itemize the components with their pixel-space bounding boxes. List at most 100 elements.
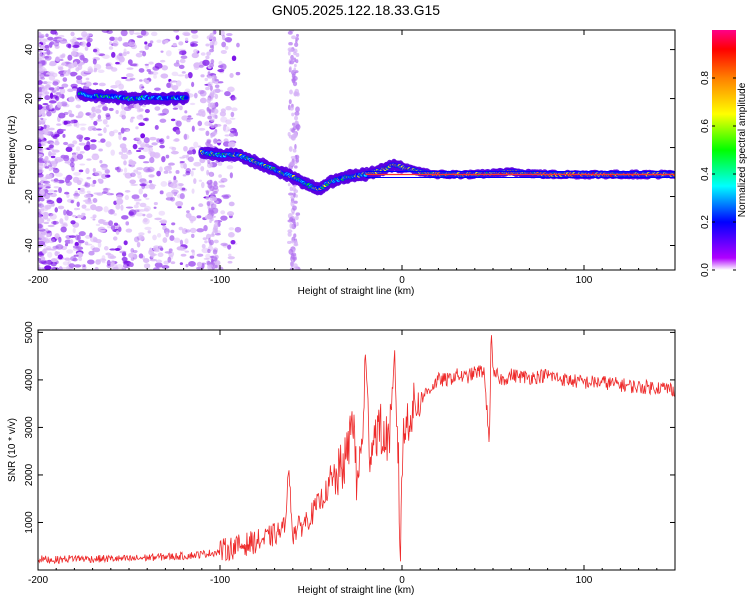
- noise-speck: [208, 237, 211, 244]
- noise-speck: [68, 113, 75, 118]
- noise-speck: [161, 65, 169, 71]
- noise-speck: [133, 103, 142, 109]
- x-tick-label: 0: [399, 575, 405, 586]
- noise-speck: [295, 39, 298, 44]
- spectrogram-panel: -200 -100 0 100 40 20 0 -20 -40 Height of straig…: [7, 29, 676, 297]
- noise-speck: [109, 248, 117, 251]
- noise-speck: [38, 86, 42, 93]
- noise-speck: [142, 161, 150, 164]
- noise-speck: [198, 179, 203, 182]
- noise-speck: [136, 241, 141, 248]
- noise-speck: [118, 226, 122, 233]
- noise-speck: [60, 40, 64, 44]
- noise-speck: [77, 111, 84, 118]
- noise-speck: [92, 218, 96, 221]
- noise-speck: [90, 216, 96, 219]
- noise-speck: [73, 61, 78, 68]
- noise-speck: [50, 134, 57, 138]
- colorbar: 0.0 0.2 0.4 0.6 0.8 Normalized spectral ampl…: [700, 30, 748, 277]
- noise-speck: [213, 123, 218, 128]
- noise-speck: [154, 62, 163, 69]
- noise-speck: [295, 215, 299, 221]
- noise-speck: [121, 146, 128, 153]
- noise-speck: [58, 266, 63, 270]
- noise-speck: [70, 119, 75, 124]
- noise-speck: [38, 54, 45, 58]
- noise-speck: [175, 80, 182, 87]
- noise-speck: [105, 113, 111, 118]
- noise-speck: [175, 120, 182, 127]
- noise-speck: [50, 148, 55, 151]
- noise-speck: [171, 71, 179, 77]
- noise-speck: [109, 36, 116, 42]
- noise-speck: [213, 138, 218, 144]
- noise-speck: [214, 88, 221, 94]
- noise-speck: [179, 58, 186, 64]
- noise-speck: [189, 227, 197, 234]
- noise-speck: [76, 78, 83, 85]
- noise-speck: [144, 226, 152, 231]
- noise-speck: [81, 204, 87, 209]
- noise-speck: [120, 76, 128, 80]
- noise-speck: [64, 214, 69, 221]
- noise-speck: [139, 84, 144, 91]
- noise-speck: [148, 147, 154, 153]
- noise-speck: [121, 256, 128, 262]
- noise-speck: [64, 177, 70, 184]
- noise-speck: [42, 248, 47, 254]
- noise-speck: [87, 126, 93, 132]
- noise-speck: [125, 73, 134, 78]
- noise-speck: [121, 267, 126, 270]
- noise-speck: [155, 259, 162, 264]
- noise-speck: [230, 239, 236, 245]
- noise-speck: [208, 109, 212, 115]
- noise-speck: [226, 165, 234, 170]
- noise-speck: [56, 158, 64, 162]
- noise-speck: [140, 143, 146, 148]
- noise-speck: [67, 143, 75, 148]
- noise-speck: [71, 40, 75, 47]
- noise-speck: [219, 89, 224, 93]
- noise-speck: [291, 73, 296, 79]
- noise-speck: [60, 101, 68, 107]
- noise-speck: [170, 229, 175, 234]
- noise-speck: [44, 166, 50, 169]
- noise-speck: [209, 62, 214, 68]
- noise-speck: [43, 74, 50, 77]
- noise-speck: [154, 262, 163, 268]
- noise-speck: [220, 210, 226, 215]
- noise-speck: [138, 253, 144, 259]
- noise-speck: [184, 238, 189, 245]
- noise-speck: [38, 31, 42, 36]
- noise-speck: [41, 87, 48, 94]
- noise-speck: [86, 37, 93, 43]
- noise-speck: [144, 44, 150, 51]
- noise-speck: [149, 136, 157, 141]
- noise-speck: [174, 138, 180, 142]
- noise-speck: [94, 205, 103, 212]
- noise-speck: [221, 34, 226, 41]
- noise-speck: [168, 170, 172, 174]
- noise-speck: [42, 81, 48, 85]
- noise-speck: [184, 110, 188, 114]
- noise-speck: [44, 95, 51, 101]
- noise-speck: [49, 173, 53, 179]
- noise-speck: [200, 74, 205, 78]
- noise-speck: [186, 117, 194, 120]
- noise-speck: [44, 44, 50, 49]
- noise-speck: [115, 203, 121, 210]
- noise-speck: [133, 204, 139, 209]
- noise-speck: [294, 63, 297, 68]
- noise-speck: [166, 82, 171, 88]
- noise-speck: [293, 51, 297, 56]
- noise-speck: [71, 88, 78, 91]
- noise-speck: [76, 201, 80, 207]
- noise-speck: [210, 118, 215, 122]
- noise-speck: [49, 248, 57, 251]
- noise-speck: [38, 163, 43, 166]
- noise-speck: [288, 248, 294, 255]
- noise-speck: [128, 159, 134, 164]
- noise-speck: [57, 38, 64, 41]
- noise-speck: [190, 30, 198, 34]
